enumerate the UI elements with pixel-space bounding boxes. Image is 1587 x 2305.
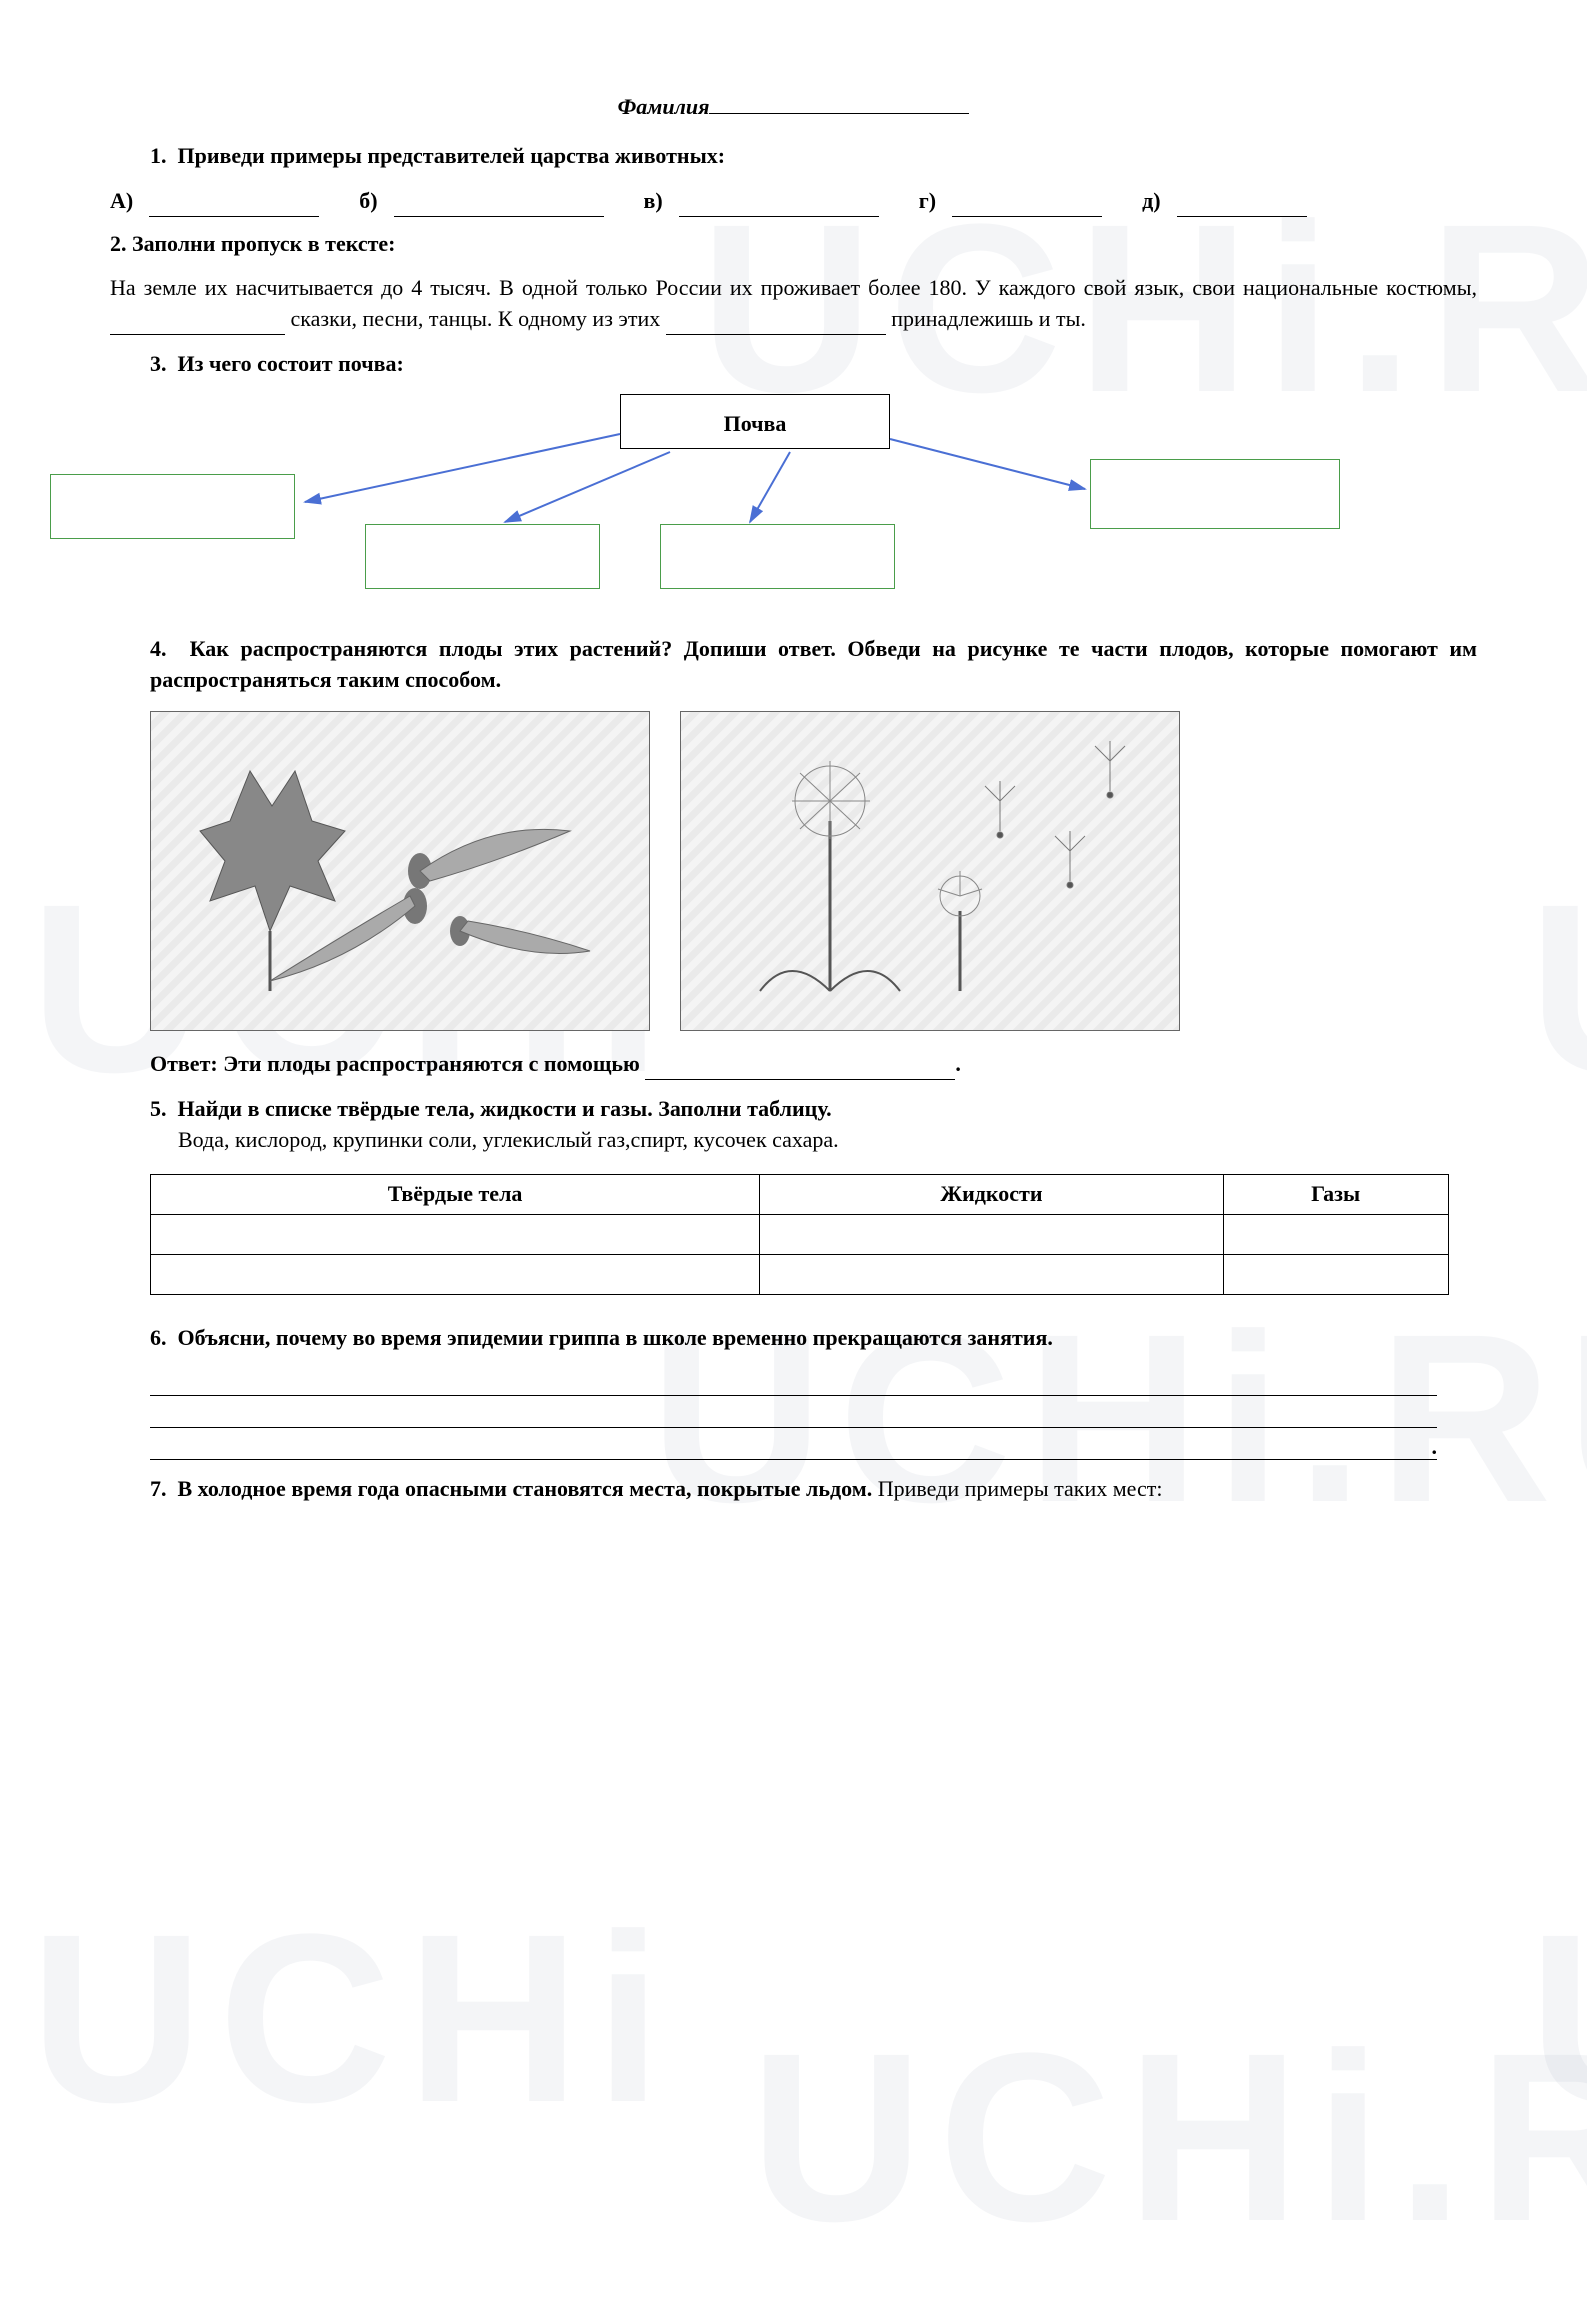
q4-number: 4. (150, 636, 167, 661)
q3-number: 3. (150, 351, 167, 376)
table-row[interactable] (151, 1254, 1449, 1294)
surname-blank[interactable] (709, 90, 969, 114)
q2-blank-2[interactable] (666, 311, 886, 335)
watermark-text: UCHi.RU (750, 1969, 1587, 2305)
q4-answer: Ответ: Эти плоды распространяются с помо… (110, 1049, 1477, 1080)
q4-image-dandelion (680, 711, 1180, 1031)
q1-options: А) б) в) г) д) (110, 186, 1477, 217)
maple-illustration-icon (170, 731, 630, 1011)
surname-field: Фамилия (110, 90, 1477, 123)
soil-box-1[interactable] (50, 474, 295, 539)
q1-blank-v[interactable] (679, 192, 879, 216)
soil-diagram: Почва (110, 394, 1477, 624)
q4-image-maple (150, 711, 650, 1031)
q5-col-gases: Газы (1223, 1174, 1448, 1214)
q6-blank-line-1[interactable] (150, 1368, 1437, 1396)
q4-answer-blank[interactable] (645, 1056, 955, 1080)
soil-box-3[interactable] (660, 524, 895, 589)
q3-title: 3. Из чего состоит почва: (110, 349, 1477, 380)
dandelion-illustration-icon (700, 731, 1160, 1011)
table-row[interactable] (151, 1214, 1449, 1254)
q5-block: 5. Найди в списке твёрдые тела, жидкости… (110, 1094, 1477, 1156)
q5-number: 5. (150, 1096, 167, 1121)
q5-col-solids: Твёрдые тела (151, 1174, 760, 1214)
q5-list: Вода, кислород, крупинки соли, углекислы… (150, 1125, 1477, 1156)
q4-title: 4. Как распространяются плоды этих расте… (110, 634, 1477, 696)
q7-block: 7. В холодное время года опасными станов… (110, 1474, 1477, 1505)
watermark-text: U (1529, 1850, 1587, 2186)
watermark-text: U (1529, 820, 1587, 1156)
q1-text: Приведи примеры представителей царства ж… (178, 143, 726, 168)
q2-paragraph: На земле их насчитывается до 4 тысяч. В … (110, 273, 1477, 335)
q1-blank-d[interactable] (1177, 192, 1307, 216)
q4-images-row (150, 711, 1477, 1031)
q7-number: 7. (150, 1476, 167, 1501)
q1-title: 1. Приведи примеры представителей царств… (110, 141, 1477, 172)
q1-opt-g: г) (919, 186, 1102, 217)
q1-opt-a: А) (110, 186, 319, 217)
soil-box-4[interactable] (1090, 459, 1340, 529)
q2-title: 2. Заполни пропуск в тексте: (110, 229, 1477, 260)
q1-number: 1. (150, 143, 167, 168)
q1-opt-v: в) (644, 186, 879, 217)
q6-blank-line-3[interactable] (150, 1432, 1437, 1460)
q1-opt-b: б) (359, 186, 603, 217)
q6-title: 6. Объясни, почему во время эпидемии гри… (110, 1323, 1477, 1354)
q2-blank-1[interactable] (110, 311, 285, 335)
q5-col-liquids: Жидкости (760, 1174, 1223, 1214)
q5-table: Твёрдые тела Жидкости Газы (150, 1174, 1449, 1295)
q2-number: 2. (110, 231, 127, 256)
q1-blank-b[interactable] (394, 192, 604, 216)
q6-number: 6. (150, 1325, 167, 1350)
surname-label: Фамилия (618, 94, 710, 119)
q1-opt-d: д) (1142, 186, 1306, 217)
watermark-text: UCHi (30, 1850, 677, 2186)
q6-blank-line-2[interactable] (150, 1400, 1437, 1428)
soil-box-2[interactable] (365, 524, 600, 589)
q1-blank-g[interactable] (952, 192, 1102, 216)
q1-blank-a[interactable] (149, 192, 319, 216)
